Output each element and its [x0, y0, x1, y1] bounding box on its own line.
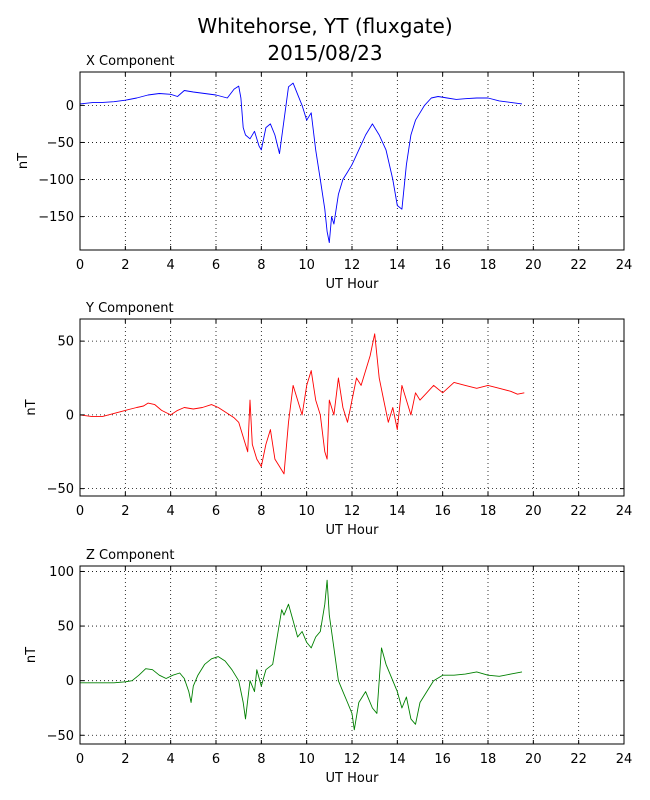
x-tick-label: 0	[76, 752, 84, 767]
x-tick-label: 4	[167, 752, 175, 767]
x-tick-label: 2	[121, 752, 129, 767]
x-tick-label: 22	[570, 258, 587, 273]
y-tick-label: −50	[47, 136, 74, 151]
x-tick-label: 4	[167, 504, 175, 519]
panel-title: Z Component	[86, 548, 175, 563]
y-axis-label: nT	[24, 647, 39, 663]
x-tick-label: 18	[480, 258, 497, 273]
x-tick-label: 16	[434, 752, 451, 767]
x-tick-label: 10	[298, 504, 315, 519]
y-tick-label: −100	[38, 173, 74, 188]
x-axis-label: UT Hour	[326, 771, 380, 786]
x-tick-label: 16	[434, 504, 451, 519]
x-tick-label: 12	[344, 504, 361, 519]
series-line-x	[79, 82, 523, 244]
y-tick-label: 0	[66, 408, 74, 423]
x-tick-label: 24	[616, 504, 633, 519]
x-tick-label: 18	[480, 504, 497, 519]
y-tick-label: −150	[38, 210, 74, 225]
x-tick-label: 20	[525, 504, 542, 519]
x-tick-label: 10	[298, 752, 315, 767]
x-tick-label: 4	[167, 258, 175, 273]
x-tick-label: 24	[616, 752, 633, 767]
x-tick-label: 6	[212, 258, 220, 273]
x-tick-label: 14	[389, 752, 406, 767]
x-tick-label: 12	[344, 752, 361, 767]
x-tick-label: 24	[616, 258, 633, 273]
x-tick-label: 8	[257, 504, 265, 519]
x-tick-label: 0	[76, 504, 84, 519]
x-axis-label: UT Hour	[326, 277, 380, 292]
y-tick-label: 100	[49, 565, 74, 580]
x-tick-label: 2	[121, 504, 129, 519]
x-tick-label: 22	[570, 504, 587, 519]
x-tick-label: 14	[389, 504, 406, 519]
figure-subtitle: 2015/08/23	[267, 41, 382, 65]
x-tick-label: 8	[257, 258, 265, 273]
x-tick-label: 14	[389, 258, 406, 273]
x-tick-label: 20	[525, 258, 542, 273]
y-tick-label: −50	[47, 482, 74, 497]
x-tick-label: 16	[434, 258, 451, 273]
x-tick-label: 2	[121, 258, 129, 273]
x-tick-label: 0	[76, 258, 84, 273]
x-tick-label: 10	[298, 258, 315, 273]
y-tick-label: 50	[57, 335, 74, 350]
x-tick-label: 22	[570, 752, 587, 767]
y-axis-label: nT	[24, 399, 39, 415]
x-tick-label: 6	[212, 504, 220, 519]
x-tick-label: 6	[212, 752, 220, 767]
series-line-y	[79, 333, 525, 475]
panel-title: Y Component	[85, 301, 174, 316]
x-tick-label: 18	[480, 752, 497, 767]
y-axis-label: nT	[16, 153, 31, 169]
y-tick-label: 0	[66, 99, 74, 114]
x-tick-label: 12	[344, 258, 361, 273]
series-line-z	[80, 579, 523, 731]
panel-title: X Component	[86, 54, 175, 69]
x-tick-label: 8	[257, 752, 265, 767]
y-tick-label: 0	[66, 674, 74, 689]
y-tick-label: 50	[57, 620, 74, 635]
x-axis-label: UT Hour	[326, 523, 380, 538]
figure-title: Whitehorse, YT (fluxgate)	[197, 14, 452, 38]
y-tick-label: −50	[47, 729, 74, 744]
x-tick-label: 20	[525, 752, 542, 767]
